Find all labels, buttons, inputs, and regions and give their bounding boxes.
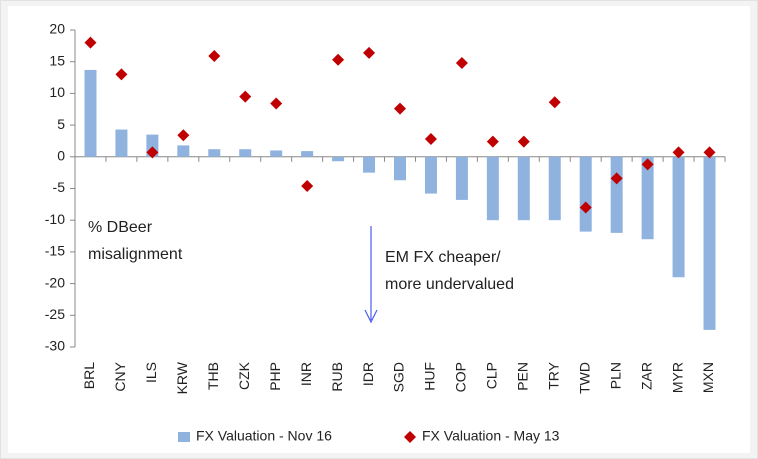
x-tick-label: COP (453, 362, 469, 392)
x-tick-label: CNY (112, 361, 128, 391)
diamond-marker (641, 158, 654, 171)
diamond-marker (610, 172, 623, 185)
x-tick-label: THB (205, 362, 221, 390)
diamond-marker (517, 135, 530, 148)
y-tick-label: -10 (45, 211, 65, 227)
x-tick-label: IDR (360, 362, 376, 386)
bar (84, 69, 97, 157)
y-tick-label: -20 (45, 274, 65, 290)
bar (579, 156, 592, 232)
bar (239, 149, 252, 157)
diamond-marker (394, 102, 406, 115)
y-tick-label: -30 (45, 338, 65, 354)
bar (703, 156, 716, 330)
diamond-marker (455, 56, 468, 69)
bar (270, 150, 283, 157)
x-tick-label: PHP (267, 362, 283, 391)
bar (610, 156, 623, 233)
x-tick-label: PLN (607, 362, 623, 389)
diamond-marker (548, 96, 561, 109)
x-tick-label: MXN (700, 362, 716, 393)
bar (424, 156, 437, 194)
diamond-marker (332, 53, 345, 66)
x-tick-label: RUB (329, 362, 345, 392)
diamond-marker (146, 146, 159, 159)
panel (8, 6, 750, 453)
diamond-marker (301, 179, 314, 192)
x-tick-label: CZK (236, 361, 252, 390)
x-tick-label: HUF (422, 362, 438, 391)
arrow-head (364, 309, 378, 324)
y-tick-label: 0 (57, 148, 65, 164)
bar (301, 151, 314, 157)
bar (177, 145, 190, 157)
legend-swatch (404, 431, 416, 443)
diamond-marker (672, 146, 685, 159)
y-tick-label: 10 (49, 84, 65, 100)
legend-swatch (178, 432, 190, 442)
x-tick-label: TWD (576, 362, 592, 394)
bar (672, 156, 685, 278)
x-tick-label: PEN (515, 362, 531, 391)
bar (115, 129, 128, 157)
x-tick-label: KRW (174, 361, 190, 394)
diamond-marker (579, 201, 592, 214)
x-tick-label: ILS (143, 362, 159, 383)
y-tick-label: 15 (49, 52, 65, 68)
annotation: more undervalued (385, 276, 514, 293)
diamond-marker (177, 129, 190, 142)
bar (548, 156, 561, 221)
bar (208, 149, 221, 157)
diamond-marker (424, 133, 437, 146)
bar (517, 156, 530, 221)
legend-label: FX Valuation - Nov 16 (196, 428, 332, 444)
bar (641, 156, 654, 240)
x-tick-label: MYR (669, 362, 685, 393)
bar (394, 156, 406, 181)
x-tick-label: SGD (391, 362, 407, 392)
diamond-marker (84, 36, 97, 49)
bar (455, 156, 468, 200)
diamond-marker (486, 135, 499, 148)
x-tick-label: CLP (484, 362, 500, 389)
annotation: EM FX cheaper/ (385, 249, 501, 266)
y-tick-label: -25 (45, 306, 65, 322)
diamond-marker (363, 46, 376, 59)
bar (363, 156, 376, 173)
annotation: misalignment (88, 246, 183, 263)
x-tick-label: BRL (81, 362, 97, 389)
x-tick-label: TRY (545, 361, 561, 389)
y-tick-label: -5 (53, 179, 66, 195)
annotation: % DBeer (88, 219, 153, 236)
legend-label: FX Valuation - May 13 (422, 428, 560, 444)
diamond-marker (703, 146, 716, 159)
diamond-marker (239, 90, 252, 103)
bar (486, 156, 499, 221)
x-tick-label: INR (298, 362, 314, 386)
x-tick-label: ZAR (638, 362, 654, 390)
y-tick-label: 5 (57, 116, 65, 132)
bar (332, 156, 345, 162)
diamond-marker (115, 68, 128, 81)
y-tick-label: -15 (45, 243, 65, 259)
diamond-marker (270, 97, 283, 110)
y-tick-label: 20 (49, 21, 65, 37)
diamond-marker (208, 49, 221, 62)
